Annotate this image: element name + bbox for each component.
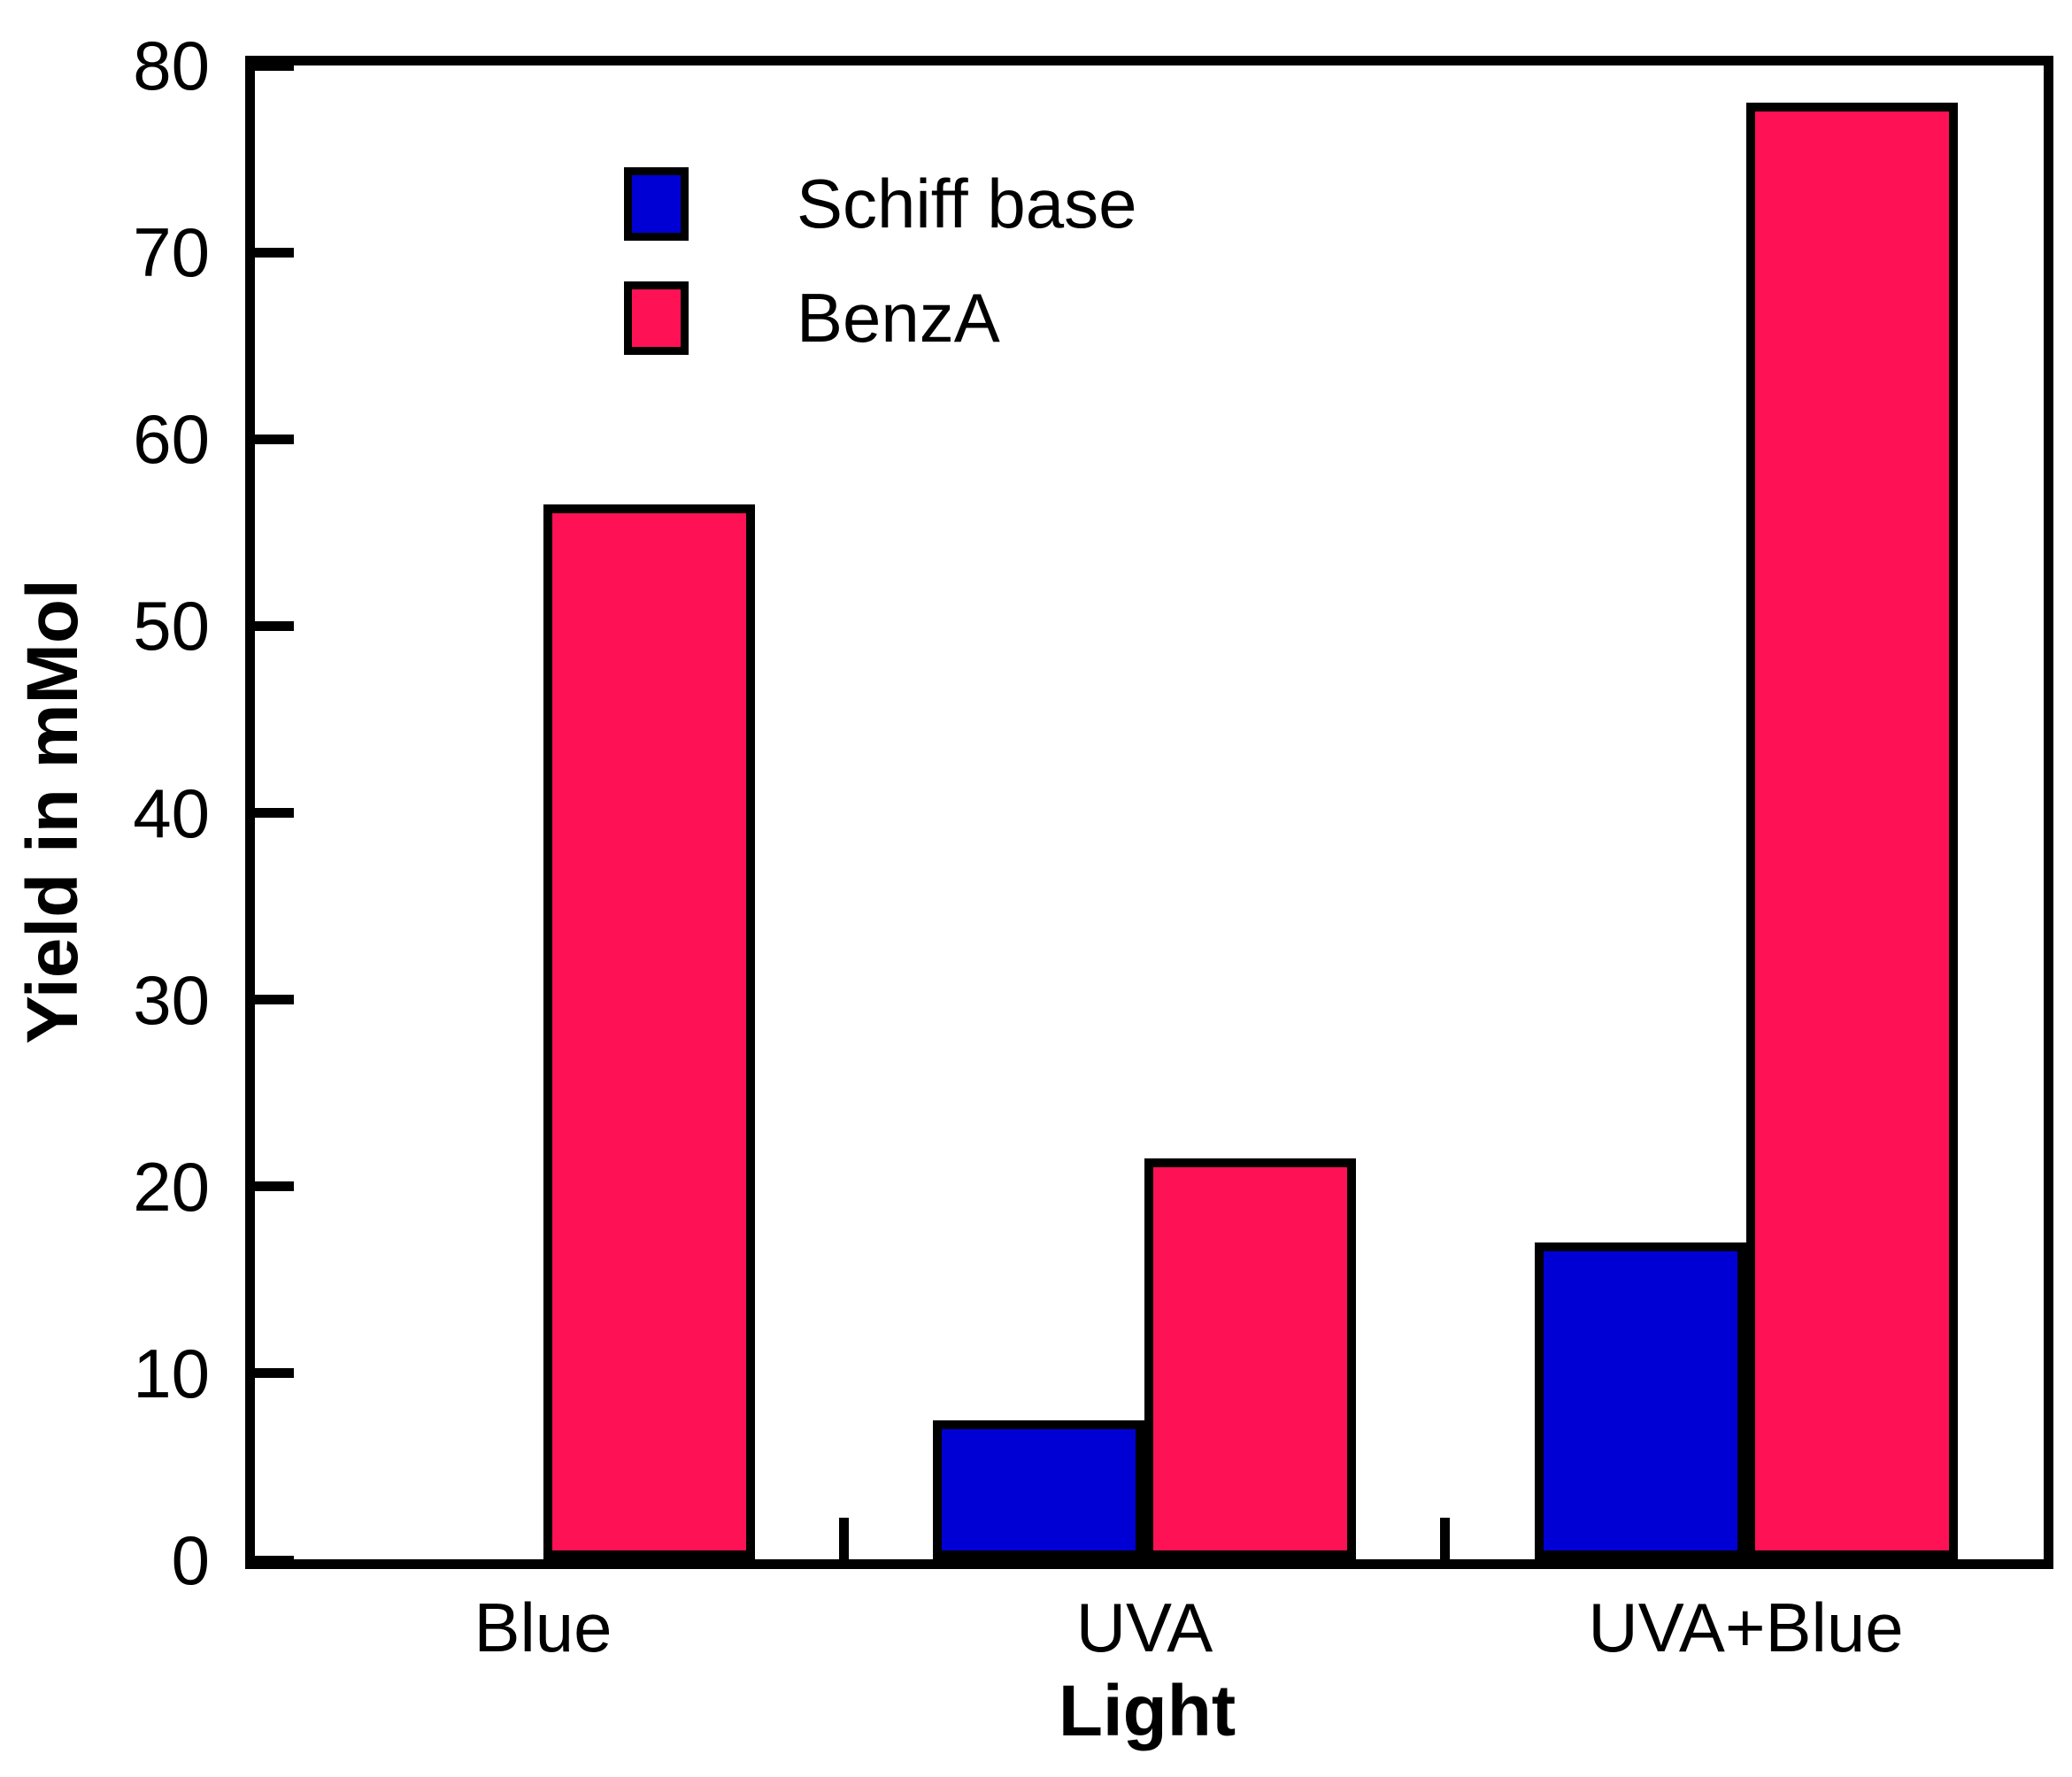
bar-schiff-base-uva-blue [1534, 1242, 1746, 1559]
legend-label-benza: BenzA [797, 279, 1000, 357]
plot-area [245, 56, 2053, 1569]
y-axis-tick-50 [255, 620, 294, 631]
y-tick-label-20: 20 [133, 1147, 210, 1226]
y-axis-tick-80 [255, 65, 294, 71]
legend-swatch-benza [624, 281, 689, 355]
x-tick-label-uva-blue: UVA+Blue [1588, 1589, 1904, 1666]
y-axis-tick-0 [255, 1555, 294, 1559]
legend-label-schiff-base: Schiff base [797, 165, 1137, 242]
y-tick-label-50: 50 [133, 587, 210, 665]
x-tick-label-blue: Blue [474, 1589, 612, 1666]
y-axis-tick-20 [255, 1181, 294, 1192]
y-axis-tick-10 [255, 1368, 294, 1379]
y-tick-label-10: 10 [133, 1334, 210, 1412]
y-tick-label-40: 40 [133, 773, 210, 852]
bar-benza-blue [543, 504, 755, 1559]
y-tick-label-70: 70 [133, 213, 210, 292]
y-axis-tick-70 [255, 247, 294, 258]
y-axis-title: Yield in mMol [12, 579, 93, 1044]
bar-schiff-base-uva [933, 1419, 1144, 1559]
y-tick-label-80: 80 [133, 27, 210, 104]
y-axis-tick-60 [255, 434, 294, 444]
y-tick-label-30: 30 [133, 960, 210, 1039]
y-tick-label-0: 0 [171, 1521, 210, 1599]
x-axis-tick-1 [838, 1518, 849, 1559]
x-axis-title: Light [1058, 1671, 1236, 1751]
legend-swatch-schiff-base [624, 167, 689, 241]
x-tick-label-uva: UVA [1075, 1589, 1213, 1666]
y-axis-tick-40 [255, 808, 294, 818]
bar-benza-uva-blue [1745, 103, 1958, 1559]
y-tick-label-60: 60 [133, 400, 210, 479]
bar-benza-uva [1144, 1158, 1356, 1559]
x-axis-tick-2 [1440, 1518, 1451, 1559]
y-axis-tick-30 [255, 995, 294, 1005]
